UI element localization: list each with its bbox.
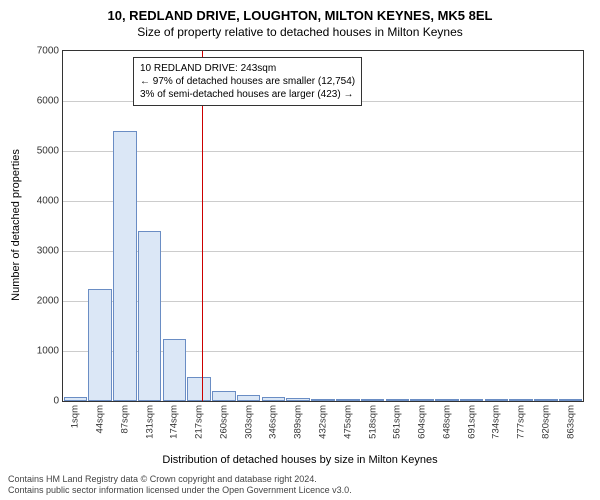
x-tick-label: 1sqm — [70, 405, 81, 428]
bar — [435, 399, 459, 401]
chart-title-address: 10, REDLAND DRIVE, LOUGHTON, MILTON KEYN… — [0, 0, 600, 23]
x-tick-label: 863sqm — [565, 405, 576, 439]
x-tick-label: 346sqm — [268, 405, 279, 439]
x-tick-label: 518sqm — [367, 405, 378, 439]
bar — [163, 339, 187, 402]
chart-subtitle: Size of property relative to detached ho… — [0, 23, 600, 39]
y-tick-label: 3000 — [37, 246, 59, 257]
bar — [386, 399, 410, 401]
gridline — [63, 201, 583, 202]
footer-attribution: Contains HM Land Registry data © Crown c… — [8, 474, 352, 496]
x-tick-label: 820sqm — [540, 405, 551, 439]
x-tick-label: 648sqm — [441, 405, 452, 439]
x-tick-label: 131sqm — [144, 405, 155, 439]
plot-area: 010002000300040005000600070001sqm44sqm87… — [62, 50, 584, 402]
y-tick-label: 4000 — [37, 196, 59, 207]
bar — [361, 399, 385, 401]
footer-line1: Contains HM Land Registry data © Crown c… — [8, 474, 352, 485]
footer-line2: Contains public sector information licen… — [8, 485, 352, 496]
x-tick-label: 432sqm — [318, 405, 329, 439]
x-tick-label: 604sqm — [417, 405, 428, 439]
bar — [138, 231, 162, 401]
annotation-line3: 3% of semi-detached houses are larger (4… — [140, 88, 355, 101]
bar — [237, 395, 261, 402]
bar — [559, 399, 583, 401]
x-tick-label: 303sqm — [243, 405, 254, 439]
x-tick-label: 260sqm — [218, 405, 229, 439]
x-tick-label: 174sqm — [169, 405, 180, 439]
x-tick-label: 87sqm — [119, 405, 130, 434]
annotation-box: 10 REDLAND DRIVE: 243sqm ← 97% of detach… — [133, 57, 362, 106]
bar — [311, 399, 335, 402]
bar — [88, 289, 112, 402]
y-tick-label: 7000 — [37, 46, 59, 57]
y-tick-label: 1000 — [37, 346, 59, 357]
bar — [64, 397, 88, 401]
bar — [485, 399, 509, 401]
y-axis-label: Number of detached properties — [10, 149, 22, 301]
y-tick-label: 0 — [53, 396, 59, 407]
x-axis-label: Distribution of detached houses by size … — [0, 454, 600, 466]
annotation-line2: ← 97% of detached houses are smaller (12… — [140, 75, 355, 88]
bar — [212, 391, 236, 401]
bar — [187, 377, 211, 401]
bar — [286, 398, 310, 401]
bar — [262, 397, 286, 402]
y-tick-label: 5000 — [37, 146, 59, 157]
bar — [460, 399, 484, 401]
bar — [534, 399, 558, 401]
x-tick-label: 389sqm — [293, 405, 304, 439]
x-tick-label: 691sqm — [466, 405, 477, 439]
x-tick-label: 734sqm — [491, 405, 502, 439]
y-tick-label: 6000 — [37, 96, 59, 107]
bar — [336, 399, 360, 401]
bar — [113, 131, 137, 401]
y-tick-label: 2000 — [37, 296, 59, 307]
x-tick-label: 217sqm — [194, 405, 205, 439]
x-tick-label: 44sqm — [95, 405, 106, 434]
gridline — [63, 151, 583, 152]
x-tick-label: 475sqm — [342, 405, 353, 439]
x-tick-label: 561sqm — [392, 405, 403, 439]
bar — [410, 399, 434, 401]
x-tick-label: 777sqm — [516, 405, 527, 439]
annotation-line1: 10 REDLAND DRIVE: 243sqm — [140, 62, 355, 75]
bar — [509, 399, 533, 401]
